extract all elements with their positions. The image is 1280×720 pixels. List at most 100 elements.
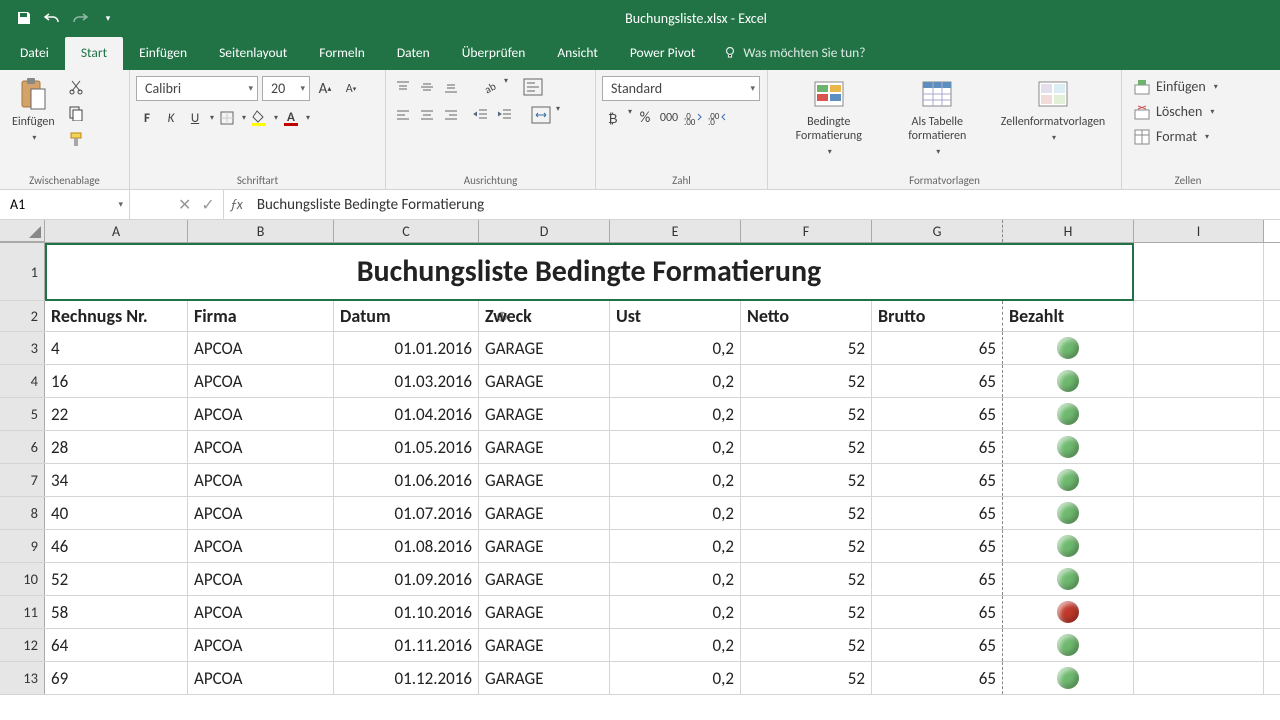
title-cell[interactable]: Buchungsliste Bedingte Formatierung	[45, 243, 1134, 300]
font-size-combo[interactable]: 20▾	[262, 76, 310, 101]
col-header[interactable]: D	[479, 220, 610, 242]
fx-icon[interactable]: ƒx	[224, 190, 249, 219]
chevron-down-icon[interactable]: ▾	[210, 113, 214, 123]
cell[interactable]: 52	[45, 563, 188, 595]
chevron-down-icon[interactable]: ▾	[306, 113, 310, 123]
font-name-combo[interactable]: Calibri▾	[136, 76, 258, 101]
cell[interactable]: 0,2	[610, 431, 741, 463]
chevron-down-icon[interactable]: ▾	[274, 113, 278, 123]
col-header[interactable]: I	[1134, 220, 1264, 242]
chevron-down-icon[interactable]: ▾	[556, 104, 560, 126]
format-as-table-button[interactable]: Als Tabelle formatieren ▾	[891, 72, 983, 161]
cell[interactable]: APCOA	[188, 629, 334, 661]
cell[interactable]: Rechnugs Nr.	[45, 301, 188, 331]
cell[interactable]: 65	[872, 332, 1003, 364]
save-icon[interactable]	[12, 6, 36, 30]
cell[interactable]: 01.04.2016	[334, 398, 479, 430]
cell[interactable]	[1134, 398, 1264, 430]
tab-formeln[interactable]: Formeln	[303, 37, 381, 70]
cell[interactable]: Netto	[741, 301, 872, 331]
cell[interactable]: 16	[45, 365, 188, 397]
format-painter-icon[interactable]	[65, 128, 87, 150]
row-header[interactable]: 11	[0, 596, 45, 628]
border-icon[interactable]	[216, 107, 238, 129]
currency-icon[interactable]: ₿	[602, 107, 624, 129]
cell[interactable]: 65	[872, 497, 1003, 529]
cell[interactable]: 4	[45, 332, 188, 364]
cell[interactable]: GARAGE	[479, 365, 610, 397]
cell[interactable]	[1003, 332, 1134, 364]
orientation-icon[interactable]: ab	[478, 76, 500, 98]
row-header[interactable]: 10	[0, 563, 45, 595]
cell[interactable]: 01.01.2016	[334, 332, 479, 364]
cell[interactable]	[1134, 596, 1264, 628]
cell[interactable]: APCOA	[188, 398, 334, 430]
enter-icon[interactable]: ✓	[201, 195, 214, 215]
cell[interactable]	[1134, 464, 1264, 496]
cell[interactable]: 0,2	[610, 563, 741, 595]
cell[interactable]: 0,2	[610, 629, 741, 661]
row-header[interactable]: 7	[0, 464, 45, 496]
cancel-icon[interactable]: ✕	[178, 195, 191, 215]
cell[interactable]: 01.07.2016	[334, 497, 479, 529]
cell[interactable]	[1003, 431, 1134, 463]
copy-icon[interactable]	[65, 102, 87, 124]
cell[interactable]: 65	[872, 662, 1003, 694]
cell[interactable]: APCOA	[188, 563, 334, 595]
tab-daten[interactable]: Daten	[381, 37, 446, 70]
cell[interactable]: 0,2	[610, 530, 741, 562]
cell[interactable]	[1134, 301, 1264, 331]
decrease-indent-icon[interactable]	[470, 104, 492, 126]
cell[interactable]: 01.08.2016	[334, 530, 479, 562]
align-bottom-icon[interactable]	[440, 76, 462, 98]
row-header[interactable]: 2	[0, 301, 45, 331]
cell[interactable]	[1134, 365, 1264, 397]
cell[interactable]: 69	[45, 662, 188, 694]
delete-cells-button[interactable]: Löschen▾	[1128, 100, 1220, 123]
cell[interactable]: 64	[45, 629, 188, 661]
cell[interactable]: GARAGE	[479, 563, 610, 595]
col-header[interactable]: C	[334, 220, 479, 242]
cell[interactable]: GARAGE	[479, 431, 610, 463]
cell[interactable]: APCOA	[188, 497, 334, 529]
tab-start[interactable]: Start	[65, 37, 123, 70]
chevron-down-icon[interactable]: ▾	[242, 113, 246, 123]
cell[interactable]	[1134, 497, 1264, 529]
cell[interactable]: GARAGE	[479, 662, 610, 694]
cell[interactable]: 0,2	[610, 365, 741, 397]
col-header[interactable]: A	[45, 220, 188, 242]
increase-font-icon[interactable]: A▴	[314, 78, 336, 100]
decrease-decimal-icon[interactable]: ,00,0	[706, 107, 728, 129]
cell[interactable]: 01.05.2016	[334, 431, 479, 463]
cell[interactable]: 01.03.2016	[334, 365, 479, 397]
font-color-icon[interactable]: A	[280, 107, 302, 129]
col-header[interactable]: G	[872, 220, 1003, 242]
cell[interactable]: 52	[741, 398, 872, 430]
cell[interactable]: 58	[45, 596, 188, 628]
cell[interactable]: 01.06.2016	[334, 464, 479, 496]
cell[interactable]	[1134, 662, 1264, 694]
cut-icon[interactable]	[65, 76, 87, 98]
cell[interactable]: 65	[872, 596, 1003, 628]
merge-center-icon[interactable]	[530, 104, 552, 126]
align-left-icon[interactable]	[392, 104, 414, 126]
tab-powerpivot[interactable]: Power Pivot	[614, 37, 711, 70]
insert-cells-button[interactable]: Einfügen▾	[1128, 75, 1224, 98]
cell[interactable]: APCOA	[188, 662, 334, 694]
conditional-formatting-button[interactable]: Bedingte Formatierung ▾	[778, 72, 880, 161]
tab-seitenlayout[interactable]: Seitenlayout	[203, 37, 303, 70]
cell[interactable]: 65	[872, 563, 1003, 595]
cell[interactable]: 65	[872, 365, 1003, 397]
increase-decimal-icon[interactable]: ,0,00	[682, 107, 704, 129]
cell[interactable]: GARAGE	[479, 530, 610, 562]
cell[interactable]: APCOA	[188, 464, 334, 496]
bold-button[interactable]: F	[136, 107, 158, 129]
cell[interactable]: 52	[741, 431, 872, 463]
cell[interactable]	[1134, 243, 1264, 300]
row-header[interactable]: 8	[0, 497, 45, 529]
cell[interactable]	[1003, 464, 1134, 496]
cell[interactable]: 0,2	[610, 497, 741, 529]
cell[interactable]	[1003, 629, 1134, 661]
cell[interactable]: Brutto	[872, 301, 1003, 331]
row-header[interactable]: 1	[0, 243, 45, 300]
